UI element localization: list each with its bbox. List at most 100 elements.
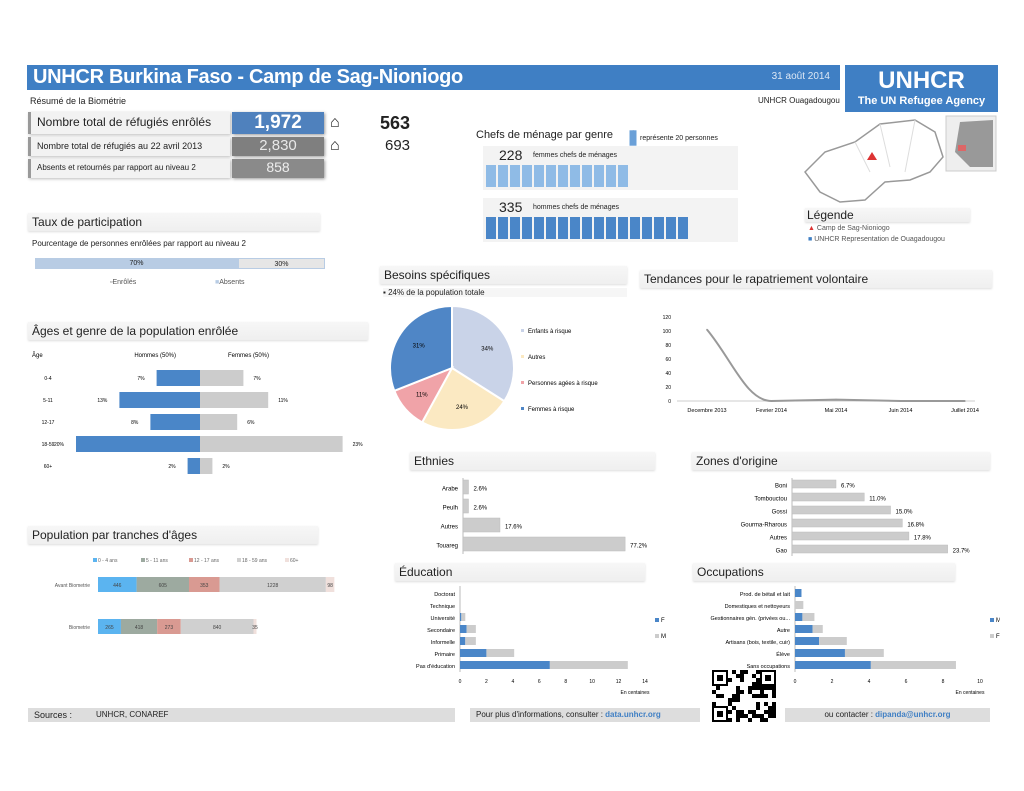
y-tick-label: 40	[665, 371, 671, 377]
age-header: Âge	[32, 352, 43, 359]
bar-value: 6.7%	[841, 484, 855, 490]
y-tick-label: 100	[663, 329, 672, 335]
person-icon	[606, 217, 616, 239]
origin-zones-bar-chart: Boni 6.7% Tombouctou 11.0% Gossi 15.0% Gourma-…	[741, 478, 970, 556]
qr-module	[756, 694, 760, 698]
qr-module	[740, 714, 744, 718]
category-label: Boni	[775, 484, 787, 490]
category-label: Gestionnaires gén. (privées ou...	[711, 616, 791, 622]
footer-contact: ou contacter : dipanda@unhcr.org	[785, 708, 990, 722]
section-header-besoins: Besoins spécifiques	[380, 266, 627, 284]
section-header-pyramid: Âges et genre de la population enrôlée	[28, 322, 368, 340]
age-label: 5-11	[43, 398, 53, 404]
qr-module	[756, 670, 760, 674]
qr-module	[768, 686, 772, 690]
person-icon	[534, 165, 544, 187]
x-tick-label: 2	[485, 679, 488, 685]
besoins-subtitle: ▪ 24% de la population totale	[383, 288, 627, 297]
age-bracket-stacked-chart: 0 - 4 ans 5 - 11 ans 12 - 17 ans 18 - 59 an…	[55, 558, 335, 634]
qr-module	[740, 678, 744, 682]
qr-finder-center	[765, 675, 771, 681]
bar-value: 77.2%	[630, 544, 648, 550]
qr-module	[764, 694, 768, 698]
segment-value: 353	[200, 583, 209, 589]
male-value: 20%	[54, 442, 65, 448]
stacked-segment	[136, 577, 189, 592]
y-tick-label: 80	[665, 343, 671, 349]
stacked-bar-segment	[795, 589, 802, 597]
stacked-bar-segment	[795, 661, 871, 669]
person-icon	[522, 217, 532, 239]
legend-enrolled: ▫Enrôlés	[110, 279, 137, 286]
bar	[462, 498, 469, 514]
qr-module	[728, 710, 732, 714]
legend-swatch	[990, 634, 994, 638]
legend-label: 5 - 11 ans	[146, 558, 168, 564]
qr-module	[756, 702, 760, 706]
section-header-education: Éducation	[395, 563, 645, 581]
qr-module	[752, 682, 756, 686]
qr-module	[740, 670, 744, 674]
qr-module	[760, 694, 764, 698]
qr-module	[728, 718, 732, 722]
female-value: 7%	[253, 376, 261, 382]
stacked-bar-segment	[465, 637, 476, 645]
qr-module	[736, 718, 740, 722]
x-tick-label: 4	[868, 679, 871, 685]
qr-module	[752, 674, 756, 678]
qr-module	[764, 686, 768, 690]
category-label: Autre	[777, 628, 790, 634]
info-link[interactable]: data.unhcr.org	[605, 710, 661, 719]
qr-module	[732, 694, 736, 698]
legend-label: M	[996, 618, 1000, 624]
person-icon	[582, 217, 592, 239]
stacked-segment	[325, 577, 335, 592]
qr-module	[728, 678, 732, 682]
category-label: Avant Biometrie	[55, 583, 90, 589]
pie-slice	[420, 366, 506, 431]
x-tick-label: 4	[511, 679, 514, 685]
participation-enrolled-segment: 70%	[35, 258, 238, 269]
trend-line	[706, 328, 965, 403]
legend-label: 0 - 4 ans	[98, 558, 118, 564]
qr-module	[768, 710, 772, 714]
category-label: Peulh	[443, 506, 458, 512]
person-icon	[618, 217, 628, 239]
stacked-bar-segment	[549, 661, 628, 669]
qr-finder-center	[717, 675, 723, 681]
legend-swatch	[990, 618, 994, 622]
qr-module	[740, 690, 744, 694]
segment-value: 418	[135, 625, 144, 631]
qr-module	[752, 686, 756, 690]
x-tick-label: 10	[977, 679, 983, 685]
stacked-bar-segment	[460, 613, 462, 621]
report-date: 31 août 2014	[771, 71, 830, 82]
qr-module	[712, 690, 716, 694]
qr-module	[772, 714, 776, 718]
age-label: 0-4	[44, 376, 51, 382]
qr-module	[772, 702, 776, 706]
stacked-segment	[188, 577, 220, 592]
sources-label: Sources :	[34, 710, 73, 720]
x-tick-label: 6	[905, 679, 908, 685]
qr-module	[760, 690, 764, 694]
qr-code[interactable]	[712, 670, 778, 722]
legend-swatch	[189, 558, 193, 562]
slice-label: 11%	[416, 393, 428, 399]
category-label: Artisans (bois, textile, cuir)	[726, 640, 791, 646]
female-bar	[200, 436, 343, 452]
section-header-tendances: Tendances pour le rapatriement volontair…	[640, 270, 992, 288]
legend-swatch	[655, 618, 659, 622]
stacked-bar-segment	[795, 649, 845, 657]
trend-point	[770, 400, 773, 402]
contact-link[interactable]: dipanda@unhcr.org	[875, 710, 951, 719]
qr-module	[716, 694, 720, 698]
qr-module	[760, 718, 764, 722]
stacked-segment	[98, 619, 121, 634]
trend-point	[899, 400, 902, 402]
category-label: Doctorat	[434, 592, 455, 598]
camp-marker-icon	[867, 152, 877, 160]
stacked-bar-segment	[466, 625, 476, 633]
segment-value: 1228	[267, 583, 278, 589]
office-label: UNHCR Ouagadougou	[758, 96, 840, 105]
